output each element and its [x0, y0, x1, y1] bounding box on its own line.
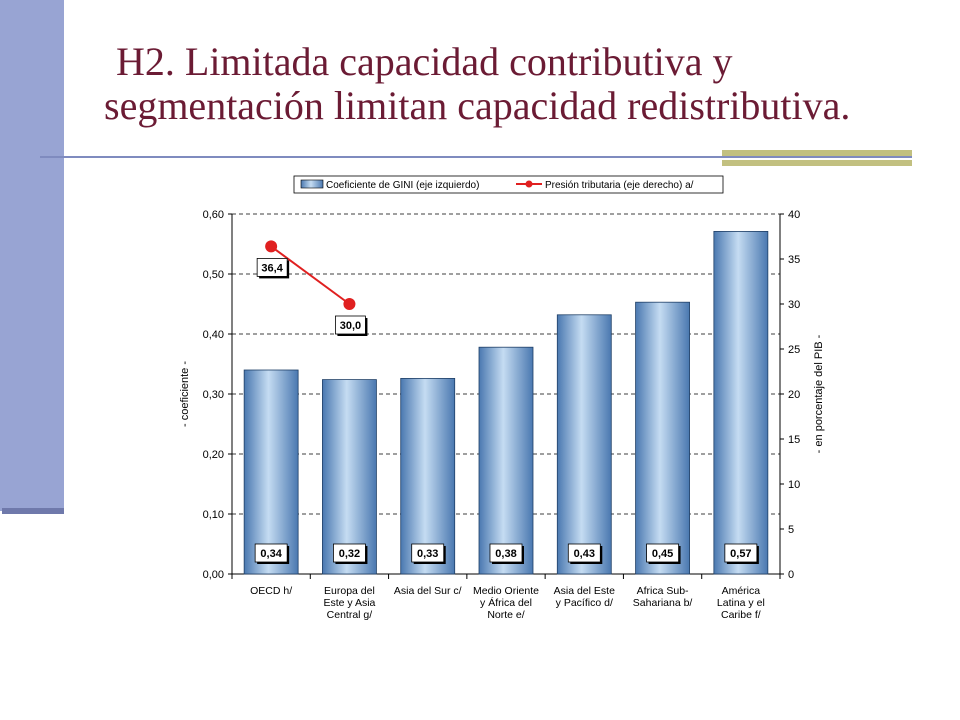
- title-line-2: segmentación limitan capacidad redistrib…: [104, 83, 851, 128]
- category-label: Europa del: [324, 585, 375, 597]
- category-label: América: [722, 585, 761, 597]
- bar-label-box: [254, 543, 288, 563]
- bar-value-label: 0,32: [339, 548, 360, 560]
- legend-label-presion: Presión tributaria (eje derecho) a/: [545, 180, 694, 191]
- left-tick-label: 0,30: [203, 389, 224, 401]
- chart-legend: Coeficiente de GINI (eje izquierdo) Presi…: [293, 175, 724, 194]
- gini-bar: [400, 377, 456, 575]
- category-label: Caribe f/: [721, 609, 761, 621]
- legend-bar-swatch: [300, 179, 324, 189]
- chart-bars: [243, 231, 769, 575]
- left-tick-label: 0,40: [203, 329, 224, 341]
- gini-bar: [243, 369, 299, 575]
- right-tick-label: 5: [788, 524, 794, 536]
- sidebar-shadow: [2, 508, 64, 514]
- chart-line-series: [265, 240, 356, 310]
- presion-point: [343, 298, 356, 310]
- title-rule: [40, 156, 912, 158]
- right-tick-label: 35: [788, 254, 800, 266]
- left-tick-label: 0,60: [203, 209, 224, 221]
- category-label: Este y Asia: [323, 597, 375, 609]
- right-tick-label: 0: [788, 569, 794, 581]
- gini-bar: [322, 379, 377, 575]
- bar-label-box: [411, 543, 445, 563]
- left-tick-label: 0,50: [203, 269, 224, 281]
- category-label: Norte e/: [487, 609, 524, 621]
- right-tick-label: 15: [788, 434, 800, 446]
- right-tick-label: 20: [788, 389, 800, 401]
- category-label: Latina y el: [717, 597, 765, 609]
- category-label: Sahariana b/: [633, 597, 693, 609]
- accent-bar-bottom: [722, 160, 912, 166]
- legend-label-gini: Coeficiente de GINI (eje izquierdo): [326, 180, 479, 191]
- right-tick-label: 30: [788, 299, 800, 311]
- title-line-1: H2. Limitada capacidad contributiva y: [116, 39, 733, 84]
- y-axis-title-left: - coeficiente -: [179, 361, 191, 427]
- slide-title: H2. Limitada capacidad contributiva y se…: [70, 40, 950, 128]
- left-tick-label: 0,20: [203, 449, 224, 461]
- chart-axes: 0,00 0,10 0,20 0,30 0,40 0,50 0,60 0 5 10 15 20 25 30…: [179, 209, 825, 621]
- bar-value-label: 0,38: [495, 548, 516, 560]
- accent-bar-top: [722, 150, 912, 156]
- line-label-box: [256, 258, 288, 277]
- bar-label-box: [567, 543, 601, 563]
- line-value-label: 30,0: [340, 320, 361, 332]
- legend-box: [293, 175, 724, 194]
- category-label: Medio Oriente: [473, 585, 539, 597]
- gini-bar: [713, 231, 769, 575]
- bar-label-box: [489, 543, 523, 563]
- legend-line-marker: [525, 180, 533, 188]
- gini-bar: [635, 301, 690, 575]
- category-label: Central g/: [327, 609, 373, 621]
- sidebar-decoration: [0, 0, 64, 511]
- category-label: Asia del Sur c/: [394, 585, 462, 597]
- left-tick-label: 0,10: [203, 509, 224, 521]
- bar-value-label: 0,33: [417, 548, 438, 560]
- left-tick-label: 0,00: [203, 569, 224, 581]
- gini-bar: [556, 314, 612, 575]
- category-label: Asia del Este: [554, 585, 615, 597]
- category-label: Africa Sub-: [637, 585, 689, 597]
- bar-value-label: 0,45: [652, 548, 673, 560]
- bar-value-label: 0,34: [260, 548, 282, 560]
- line-value-label: 36,4: [261, 262, 283, 274]
- bar-value-label: 0,57: [730, 548, 751, 560]
- gini-chart: Coeficiente de GINI (eje izquierdo) Presi…: [179, 175, 825, 621]
- presion-line: [270, 245, 351, 305]
- category-label: y África del: [480, 596, 532, 609]
- presion-point: [265, 240, 278, 253]
- chart-labels: 0,34 0,32 0,33 0,38 0,43 0,45 0,57 36,4 30,0: [254, 258, 759, 564]
- line-label-box: [335, 315, 366, 335]
- bar-label-box: [646, 543, 679, 563]
- y-axis-title-right: - en porcentaje del PIB -: [813, 334, 825, 453]
- right-tick-label: 10: [788, 479, 800, 491]
- bar-label-box: [333, 543, 366, 563]
- right-tick-label: 40: [788, 209, 800, 221]
- right-tick-label: 25: [788, 344, 800, 356]
- category-label: y Pacífico d/: [556, 597, 613, 609]
- gini-bar: [478, 346, 534, 575]
- bar-label-box: [724, 543, 758, 563]
- bar-value-label: 0,43: [574, 548, 595, 560]
- category-label: OECD h/: [250, 585, 292, 597]
